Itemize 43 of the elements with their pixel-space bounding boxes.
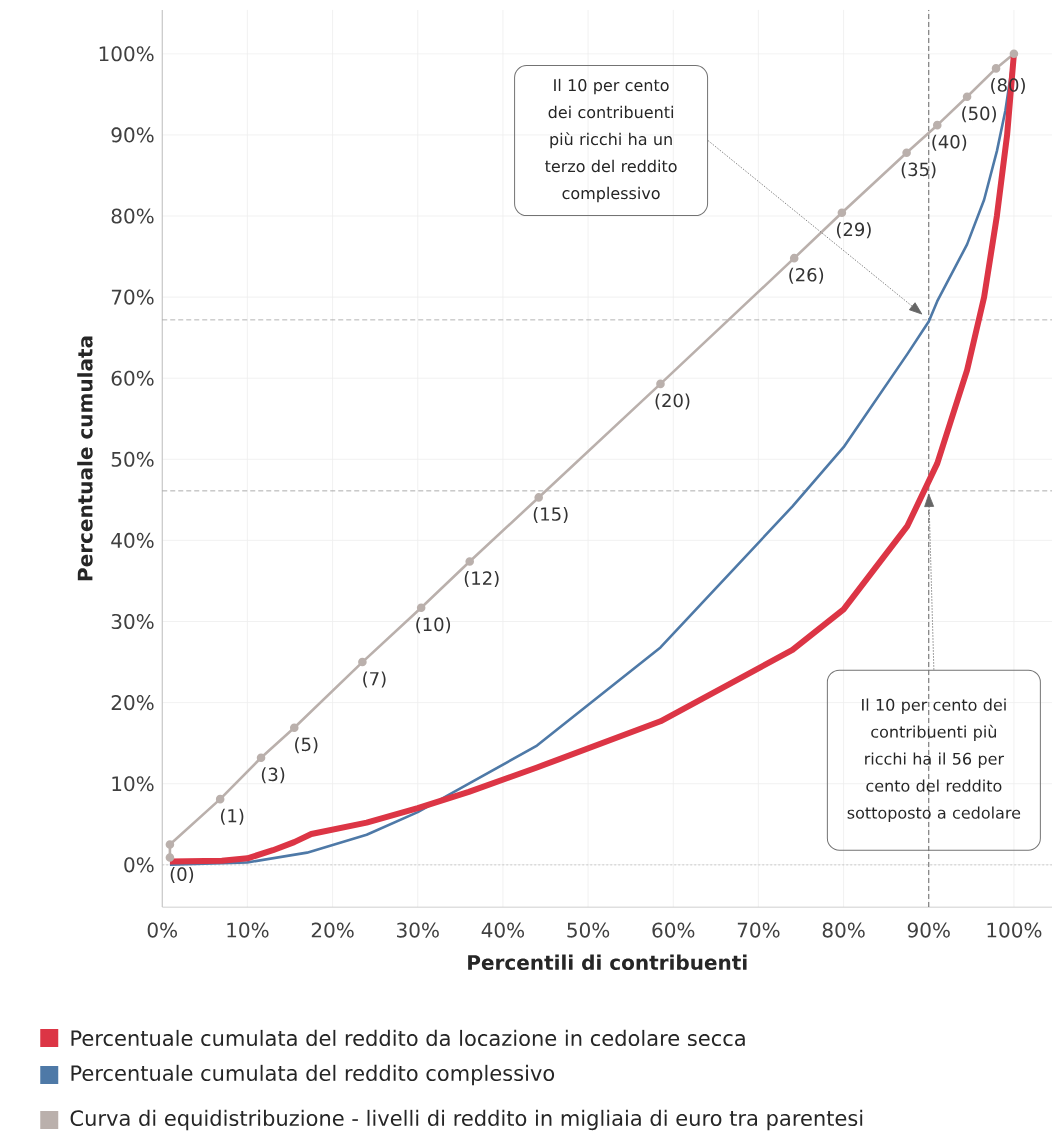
annotation: (10) <box>416 617 450 634</box>
y-axis-title: Percentuale cumulata <box>77 336 93 581</box>
annotation: (1) <box>220 808 244 825</box>
annotation: (0) <box>170 867 193 884</box>
x-tick-label: 90% <box>907 922 950 938</box>
annotation: (15) <box>533 506 568 523</box>
x-tick-label: 100% <box>987 922 1042 938</box>
y-tick-label: 50% <box>111 451 154 467</box>
y-tick-label: 30% <box>111 613 154 630</box>
y-tick-label: 70% <box>111 289 154 305</box>
annotation: (29) <box>836 222 871 239</box>
annotation: (50) <box>962 106 996 123</box>
x-tick-label: 40% <box>481 922 524 938</box>
x-tick-label: 10% <box>227 922 269 938</box>
y-tick-label: 90% <box>111 127 154 143</box>
x-tick-label: 70% <box>737 922 780 938</box>
annotation: (3) <box>261 767 285 784</box>
x-tick-label: 50% <box>567 922 610 938</box>
annotation: (40) <box>932 134 967 151</box>
x-tick-label: 60% <box>652 922 695 938</box>
y-tick-label: 80% <box>111 208 154 224</box>
y-tick-label: 20% <box>111 695 154 711</box>
annotation: (12) <box>464 571 499 588</box>
x-tick-label: 80% <box>822 922 865 938</box>
legend-label: Percentuale cumulata del reddito complessivo <box>71 1064 554 1086</box>
annotation: (5) <box>294 737 318 754</box>
y-tick-label: 10% <box>112 776 154 792</box>
annotation: Il 10 per cento dei contribuenti più ricchi ha un terzo del reddito complessivo <box>544 78 677 203</box>
annotation: (20) <box>655 393 690 410</box>
x-tick-label: 20% <box>311 922 354 938</box>
annotation: (35) <box>901 162 936 179</box>
y-tick-label: 60% <box>111 370 154 386</box>
y-tick-label: 0% <box>124 857 154 873</box>
legend-label: Curva di equidistribuzione - livelli di reddito in migliaia di euro tra parentesi <box>70 1109 863 1131</box>
legend-label: Percentuale cumulata del reddito da locazione in cedolare secca <box>71 1029 745 1047</box>
annotation: (7) <box>363 671 386 688</box>
annotation: Il 10 per cento dei contribuenti più ricchi ha il 56 per cento del reddito sottoposto a cedolare <box>847 698 1021 822</box>
y-tick-label: 100% <box>99 46 154 62</box>
x-axis-title: Percentili di contribuenti <box>468 954 747 970</box>
x-tick-label: 0% <box>147 922 177 938</box>
y-tick-label: 40% <box>111 532 154 548</box>
x-tick-label: 30% <box>396 922 439 938</box>
annotation: (26) <box>789 267 823 284</box>
